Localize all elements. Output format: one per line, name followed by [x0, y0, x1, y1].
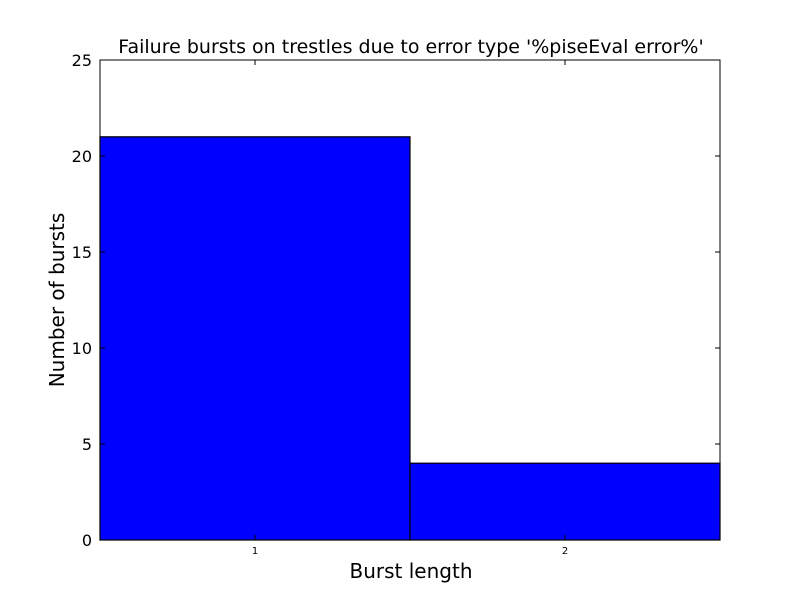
y-tick-label: 0 [82, 531, 92, 550]
y-tick-label: 25 [72, 51, 92, 70]
bar-1 [99, 136, 411, 541]
y-tick-label: 5 [82, 435, 92, 454]
x-axis-label: Burst length [350, 559, 473, 583]
bars-group [99, 136, 721, 541]
x-tick-label: 1 [252, 546, 258, 557]
x-tick-label: 2 [562, 546, 568, 557]
bar-2 [409, 462, 721, 541]
plot-frame [99, 59, 721, 541]
y-tick-label: 15 [72, 243, 92, 262]
y-tick-label: 10 [72, 339, 92, 358]
y-axis-ticks: 0 5 10 15 20 25 [72, 51, 720, 550]
y-tick-label: 20 [72, 147, 92, 166]
chart-title: Failure bursts on trestles due to error … [118, 36, 703, 58]
y-axis-label: Number of bursts [45, 213, 69, 388]
